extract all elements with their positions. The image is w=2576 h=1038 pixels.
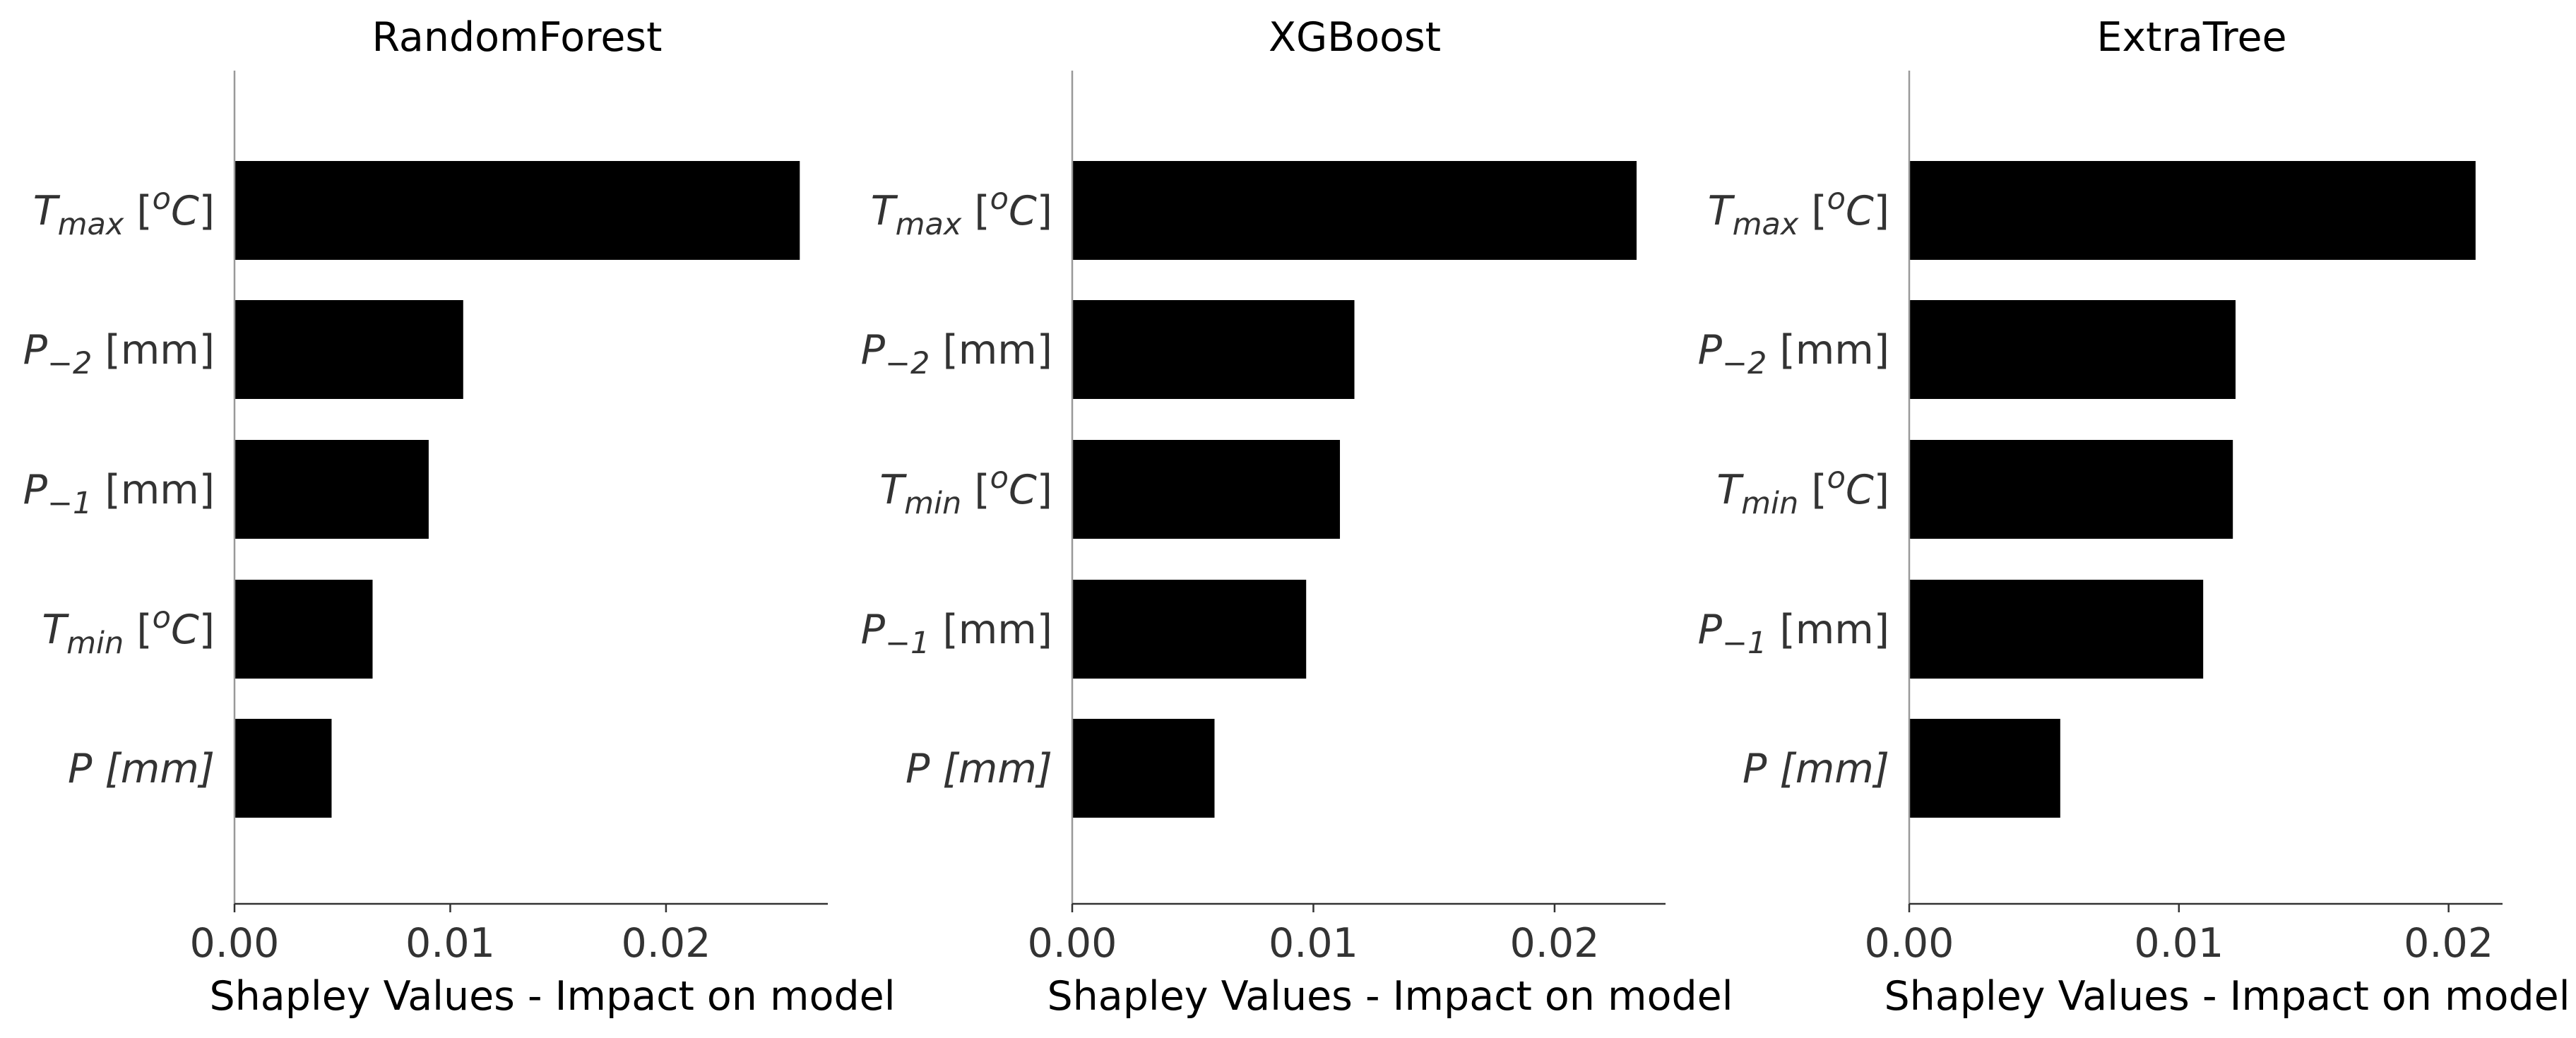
bar xyxy=(1072,580,1307,679)
bar xyxy=(1909,440,2233,539)
bar xyxy=(235,580,373,679)
bar xyxy=(235,440,429,539)
y-tick-label: Tmin [oC] xyxy=(879,460,1052,521)
x-tick-label: 0.01 xyxy=(405,920,495,967)
panel-title: ExtraTree xyxy=(2096,14,2286,61)
y-tick-label: P [mm] xyxy=(1743,746,1889,792)
panel-title: XGBoost xyxy=(1269,14,1441,61)
y-tick-label: Tmax [oC] xyxy=(1708,181,1889,242)
bar xyxy=(1909,300,2236,399)
y-tick-label: P [mm] xyxy=(68,746,215,792)
y-tick-label: Tmin [oC] xyxy=(42,600,215,661)
y-tick-label: P−1 [mm] xyxy=(1698,607,1889,661)
panel-title: RandomForest xyxy=(372,14,663,61)
y-tick-label: Tmax [oC] xyxy=(33,181,215,242)
x-tick-label: 0.01 xyxy=(2134,920,2224,967)
bar xyxy=(1909,719,2060,818)
y-tick-label: P [mm] xyxy=(906,746,1052,792)
bar xyxy=(1072,300,1355,399)
x-tick-label: 0.02 xyxy=(621,920,711,967)
y-tick-label: P−1 [mm] xyxy=(861,607,1052,661)
y-tick-label: Tmin [oC] xyxy=(1716,460,1889,521)
bar xyxy=(1909,580,2204,679)
panel-randomforest: RandomForest 0.00 0.01 0.02 Shapley Values -… xyxy=(23,14,896,1020)
bar xyxy=(235,719,332,818)
x-axis-label: Shapley Values - Impact on model xyxy=(209,973,895,1020)
panel-extratree: ExtraTree 0.00 0.01 0.02 Shapley Values - Im… xyxy=(1698,14,2570,1020)
x-tick-label: 0.02 xyxy=(2404,920,2493,967)
x-axis-label: Shapley Values - Impact on model xyxy=(1047,973,1733,1020)
bar xyxy=(1072,719,1215,818)
y-tick-label: P−2 [mm] xyxy=(23,327,215,381)
x-tick-label: 0.00 xyxy=(1028,920,1117,967)
x-tick-label: 0.00 xyxy=(1865,920,1954,967)
y-tick-label: P−1 [mm] xyxy=(23,467,215,521)
panel-xgboost: XGBoost 0.00 0.01 0.02 Shapley Values - Impa… xyxy=(861,14,1733,1020)
bar xyxy=(1072,161,1637,260)
x-tick-label: 0.02 xyxy=(1509,920,1599,967)
bar xyxy=(1909,161,2476,260)
y-tick-label: P−2 [mm] xyxy=(1698,327,1889,381)
bar xyxy=(235,161,800,260)
bar xyxy=(235,300,463,399)
x-tick-label: 0.01 xyxy=(1269,920,1358,967)
x-tick-label: 0.00 xyxy=(190,920,280,967)
y-tick-label: P−2 [mm] xyxy=(861,327,1052,381)
x-axis-label: Shapley Values - Impact on model xyxy=(1884,973,2570,1020)
y-tick-label: Tmax [oC] xyxy=(871,181,1052,242)
bar xyxy=(1072,440,1341,539)
